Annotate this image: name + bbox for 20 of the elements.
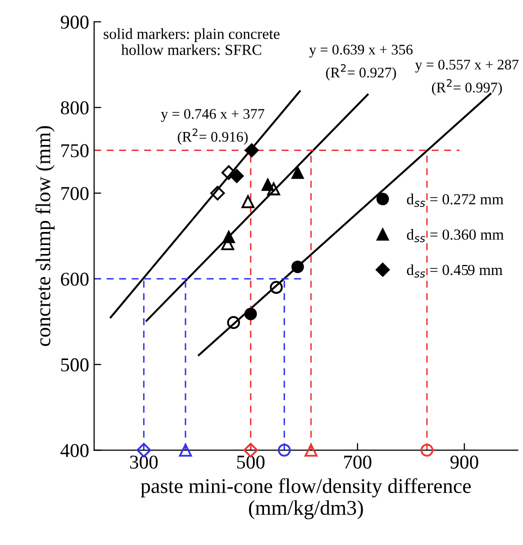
x-axis-title: paste mini-cone flow/density difference (mm/kg/dm3) bbox=[140, 478, 471, 520]
y-tick-label: 800 bbox=[60, 101, 89, 114]
legend-label: d$_{ss}$ = 0.272 mm bbox=[406, 194, 504, 207]
y-tick-label: 750 bbox=[61, 144, 89, 158]
y-tick-label: 600 bbox=[60, 272, 89, 286]
y-tick-label: 500 bbox=[61, 358, 89, 372]
annotation: solid markers: plain concrete hollow markers: SFRC bbox=[104, 28, 280, 56]
legend-label: d$_{ss}$ = 0.459 mm bbox=[406, 264, 502, 278]
legend-label: d$_{ss}$ = 0.360 mm bbox=[406, 229, 504, 242]
x-tick-label: 900 bbox=[450, 456, 478, 469]
y-axis-title: concrete slump flow (mm) bbox=[35, 126, 55, 346]
y-tick-label: 900 bbox=[60, 16, 89, 29]
annotation: y = 0.557 x + 287 (R$^{2}$= 0.997) bbox=[415, 60, 518, 96]
y-tick-label: 400 bbox=[60, 444, 89, 458]
x-tick-label: 500 bbox=[237, 456, 265, 469]
annotation: y = 0.746 x + 377 (R$^{2}$= 0.916) bbox=[160, 108, 264, 145]
annotation: y = 0.639 x + 356 (R$^{2}$= 0.927) bbox=[309, 44, 413, 80]
x-tick-label: 300 bbox=[130, 456, 158, 469]
x-tick-label: 700 bbox=[344, 456, 372, 469]
y-tick-label: 700 bbox=[61, 186, 89, 200]
